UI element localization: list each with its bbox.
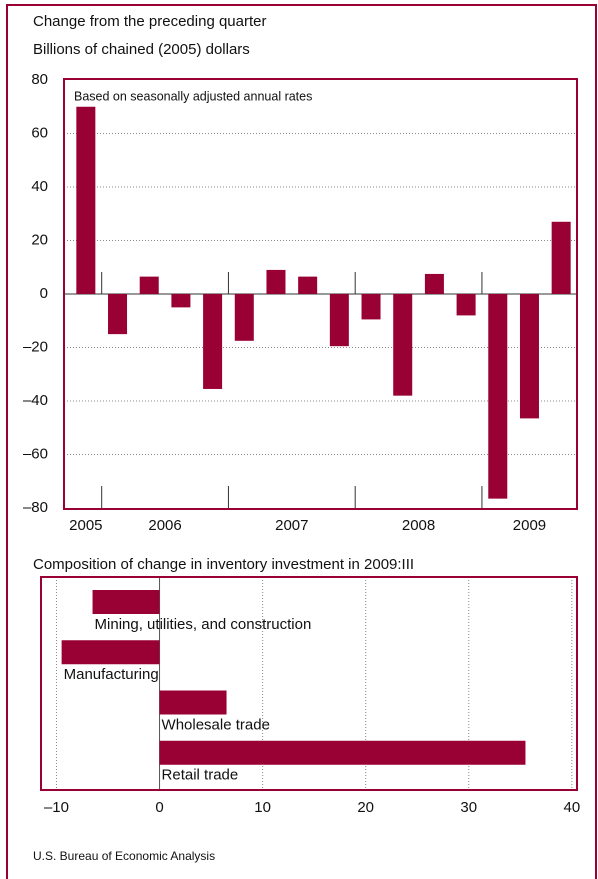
y-tick-label: –80 [23, 499, 48, 516]
bar [203, 294, 223, 389]
bar [139, 276, 159, 294]
annotation: Based on seasonally adjusted annual rate… [74, 89, 312, 103]
source-note: U.S. Bureau of Economic Analysis [33, 849, 215, 863]
x-tick-label: 2008 [402, 517, 435, 534]
bar [234, 294, 254, 341]
chart-subtitle: Billions of chained (2005) dollars [33, 41, 250, 58]
x-tick-label: 2006 [148, 517, 181, 534]
bar [298, 276, 318, 294]
bar [361, 294, 381, 320]
bar-label: Retail trade [162, 767, 239, 784]
bar [159, 690, 227, 715]
bar [329, 294, 349, 347]
bar [393, 294, 413, 396]
bar-label: Mining, utilities, and construction [95, 616, 312, 633]
bar [519, 294, 539, 419]
bar [76, 106, 96, 294]
plot-frame [40, 576, 578, 791]
y-tick-label: 60 [31, 124, 48, 141]
bar [456, 294, 476, 316]
y-tick-label: 80 [31, 71, 48, 88]
x-tick-label: 2007 [275, 517, 308, 534]
bar [551, 221, 571, 294]
bar [171, 294, 191, 308]
y-tick-label: 40 [31, 178, 48, 195]
bar-label: Wholesale trade [162, 716, 270, 733]
bar [61, 640, 160, 665]
x-tick-label: 0 [155, 799, 163, 816]
bar [488, 294, 508, 499]
x-tick-label: 2009 [513, 517, 546, 534]
outer-frame [6, 4, 597, 879]
bar [266, 269, 286, 294]
y-tick-label: –40 [23, 392, 48, 409]
bar [424, 273, 444, 294]
chart-title: Composition of change in inventory inves… [33, 556, 414, 573]
x-tick-label: 30 [460, 799, 477, 816]
y-tick-label: –20 [23, 338, 48, 355]
y-tick-label: 20 [31, 231, 48, 248]
bar [92, 590, 160, 614]
x-tick-label: 20 [357, 799, 374, 816]
y-tick-label: 0 [40, 285, 48, 302]
y-tick-label: –60 [23, 445, 48, 462]
bar [159, 740, 526, 765]
x-tick-label: 2005 [69, 517, 102, 534]
x-tick-label: –10 [44, 799, 69, 816]
bar [108, 294, 128, 335]
x-tick-label: 10 [254, 799, 271, 816]
x-tick-label: 40 [564, 799, 581, 816]
bar-label: Manufacturing [64, 666, 159, 683]
chart-title: Change from the preceding quarter [33, 13, 266, 30]
